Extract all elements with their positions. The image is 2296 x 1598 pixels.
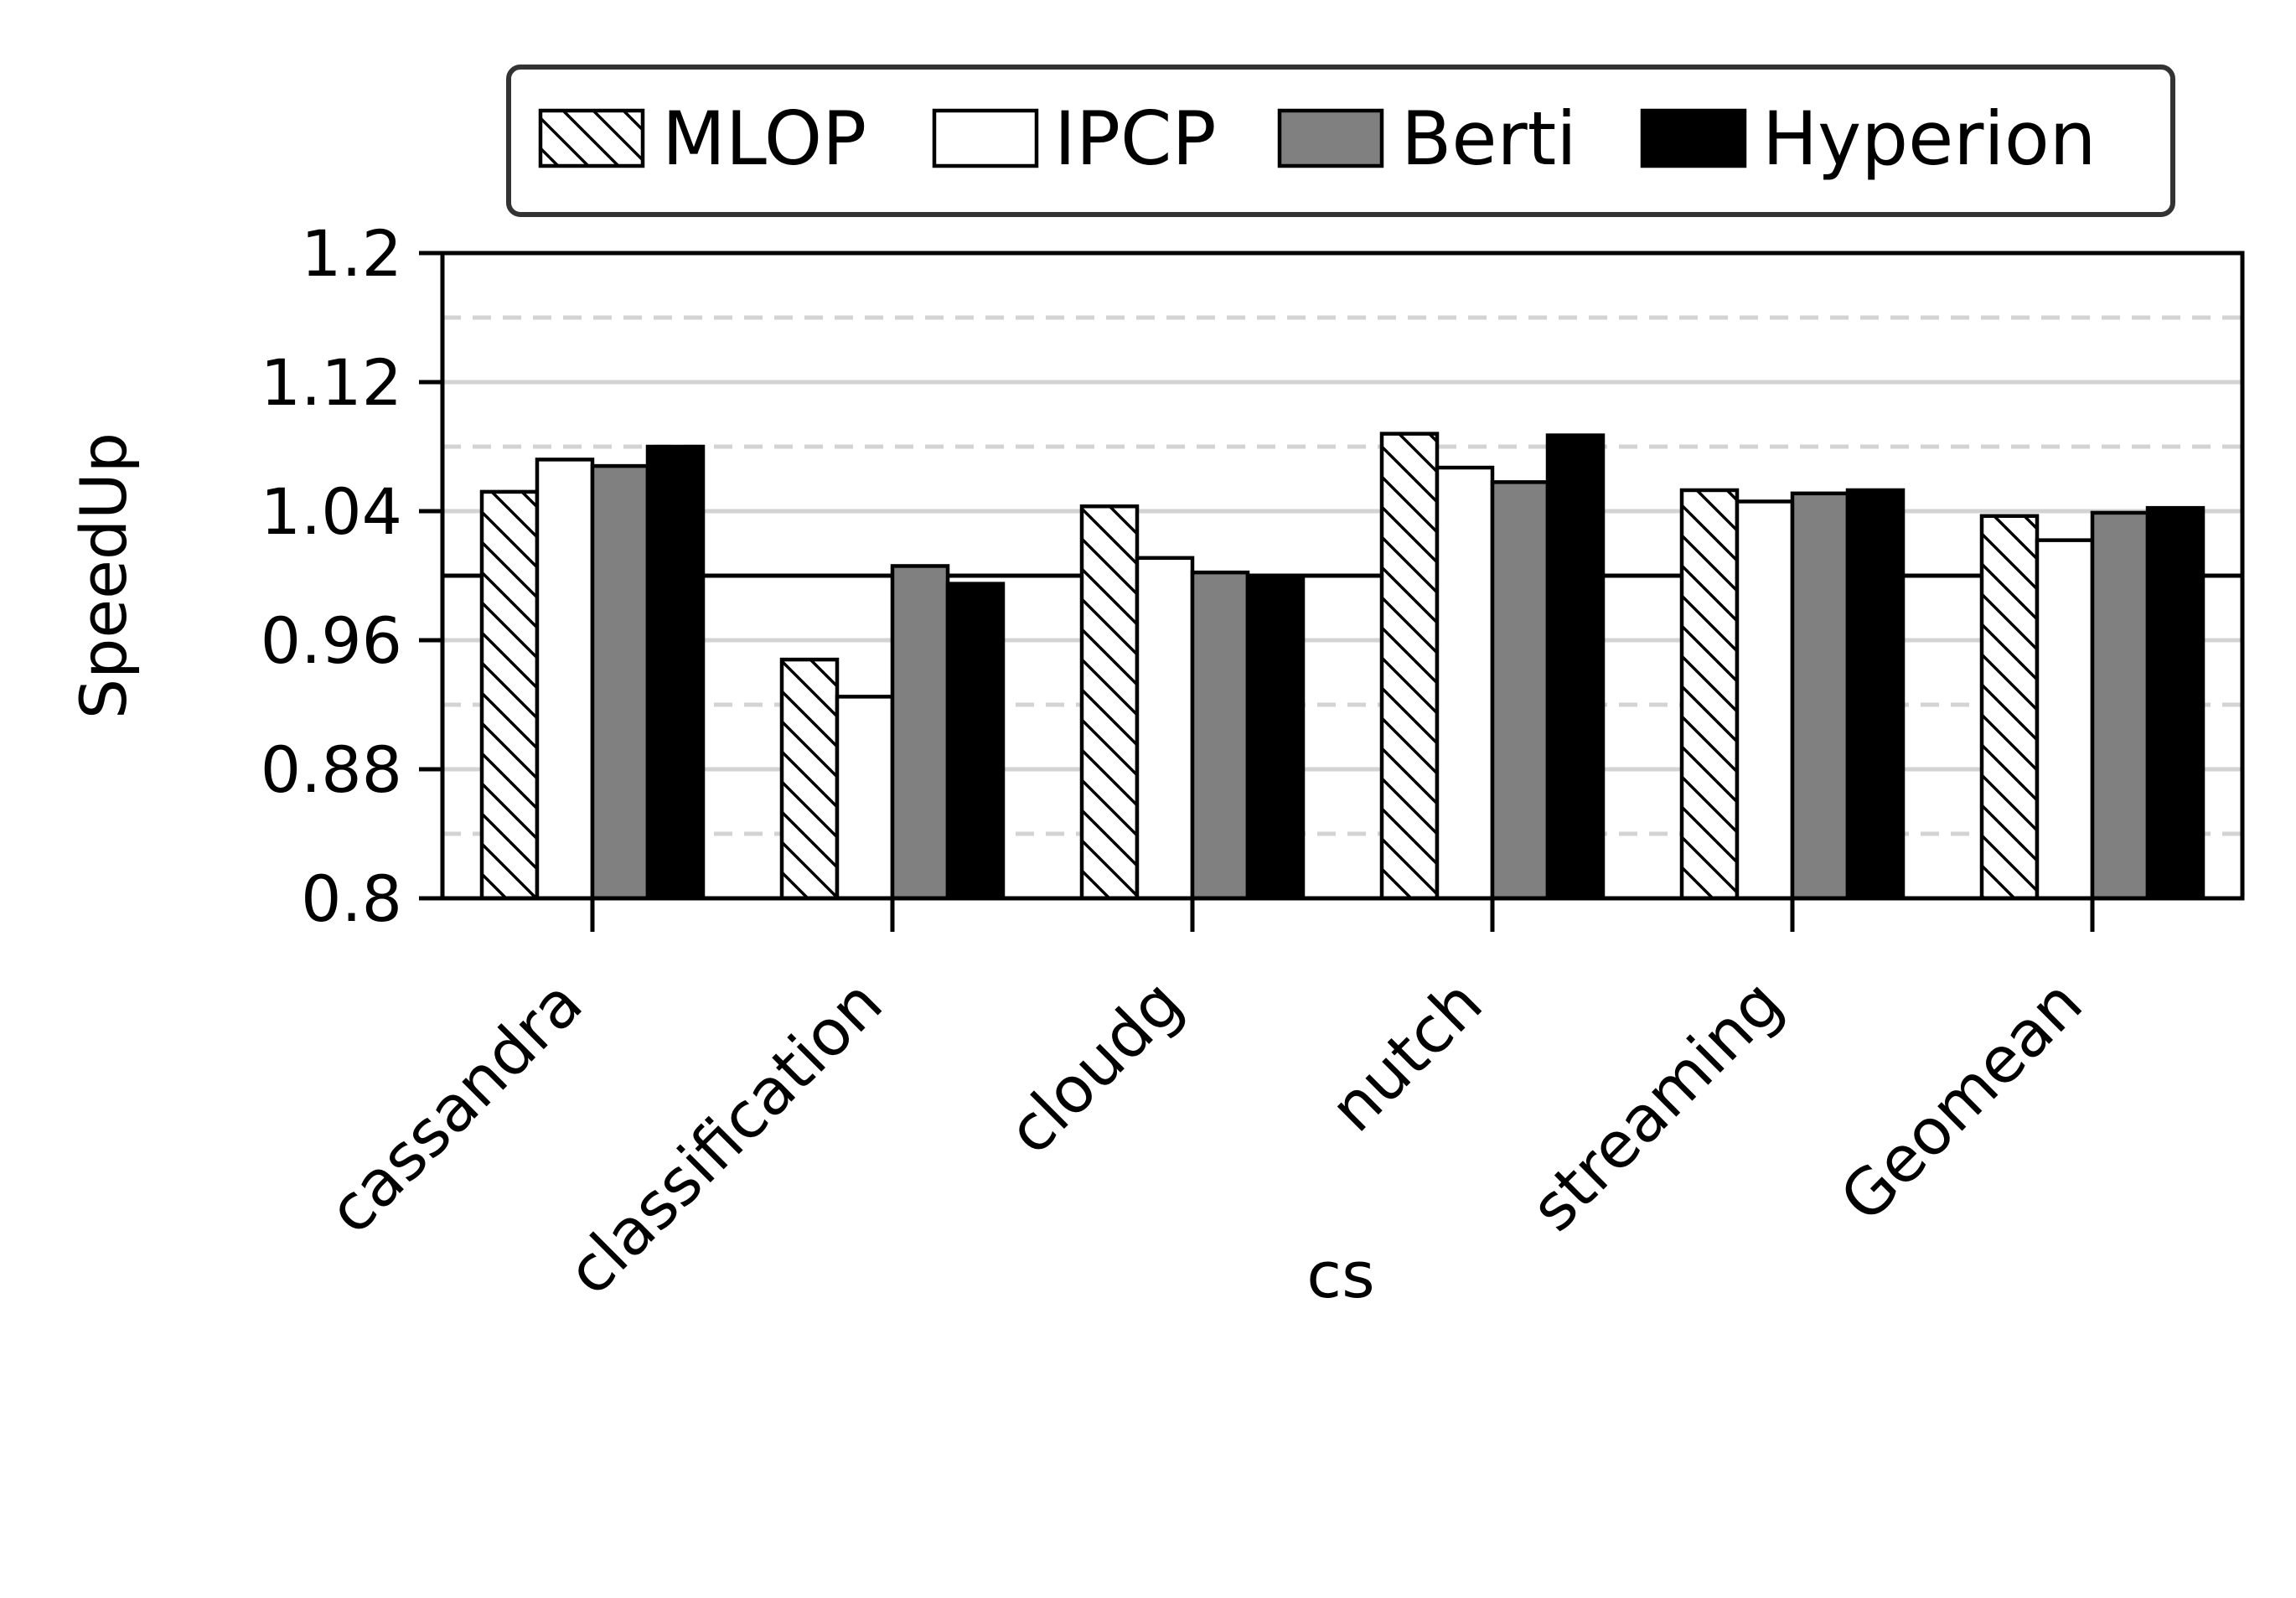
plot-frame xyxy=(440,251,2245,901)
x-axis-extra-label: cs xyxy=(1306,1238,1374,1312)
bar-hyperion-classification xyxy=(945,582,1006,901)
bar-mlop-geomean xyxy=(1979,514,2040,901)
y-axis-label: SpeedUp xyxy=(66,432,141,719)
legend-swatch-berti xyxy=(1277,108,1384,168)
x-tick-label: Geomean xyxy=(1826,965,2097,1236)
axis-ticks xyxy=(419,251,2095,932)
x-tick-label: nutch xyxy=(1316,965,1497,1146)
y-tick-label: 1.04 xyxy=(261,474,402,549)
bars xyxy=(479,432,2206,901)
bar-berti-geomean xyxy=(2090,510,2150,901)
bar-mlop-classification xyxy=(779,657,840,901)
bar-hyperion-geomean xyxy=(2145,505,2206,901)
bar-mlop-nutch xyxy=(1379,432,1440,901)
legend-label-hyperion: Hyperion xyxy=(1762,96,2097,182)
bar-berti-cassandra xyxy=(590,463,650,901)
bar-hyperion-streaming xyxy=(1845,488,1906,901)
bar-ipcp-classification xyxy=(835,695,895,901)
bar-mlop-cassandra xyxy=(479,489,540,901)
y-tick-labels: 0.8 0.88 0.96 1.04 1.12 1.2 xyxy=(261,216,402,936)
bar-ipcp-streaming xyxy=(1735,499,1795,901)
y-tick-label: 1.2 xyxy=(301,216,402,291)
bar-ipcp-geomean xyxy=(2035,538,2095,901)
bar-hyperion-nutch xyxy=(1545,433,1606,901)
legend: MLOP IPCP Berti Hyperion xyxy=(506,65,2175,217)
y-tick-label: 0.88 xyxy=(261,732,402,807)
legend-swatch-hyperion xyxy=(1640,108,1747,168)
x-tick-label: cassandra xyxy=(313,965,597,1249)
bar-mlop-streaming xyxy=(1679,488,1740,901)
bar-berti-streaming xyxy=(1790,491,1850,901)
x-tick-label: cloudg xyxy=(993,965,1197,1169)
bar-hyperion-cloudg xyxy=(1245,573,1306,901)
gridlines xyxy=(442,315,2242,836)
bar-ipcp-nutch xyxy=(1435,465,1495,901)
legend-label-ipcp: IPCP xyxy=(1054,96,1217,182)
legend-swatch-ipcp xyxy=(932,108,1039,168)
legend-label-berti: Berti xyxy=(1401,96,1577,182)
legend-swatch-mlop xyxy=(538,108,645,168)
bar-berti-nutch xyxy=(1490,480,1550,901)
bar-ipcp-cloudg xyxy=(1135,556,1195,901)
y-tick-label: 0.96 xyxy=(261,603,402,678)
bar-ipcp-cassandra xyxy=(535,458,595,901)
x-tick-label: classification xyxy=(552,965,897,1310)
y-tick-label: 1.12 xyxy=(261,345,402,420)
bar-berti-cloudg xyxy=(1190,570,1250,901)
y-tick-label: 0.8 xyxy=(301,861,402,936)
bar-hyperion-cassandra xyxy=(645,444,706,901)
bar-berti-classification xyxy=(890,564,950,901)
legend-label-mlop: MLOP xyxy=(662,96,866,182)
bar-mlop-cloudg xyxy=(1079,504,1140,901)
x-tick-label: streaming xyxy=(1516,965,1796,1245)
